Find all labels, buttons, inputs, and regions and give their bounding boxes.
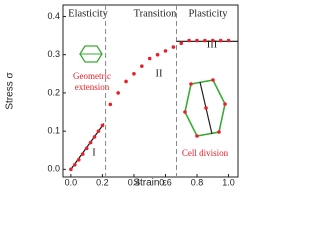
- point: [84, 146, 89, 151]
- chart: Stress σ Strain ε Elasticity Transition …: [5, 4, 239, 189]
- icons: [79, 45, 227, 138]
- point: [187, 38, 191, 43]
- x-tick-label: 1.0: [222, 177, 235, 187]
- annotation: Cell division: [182, 148, 229, 158]
- y-tick-label: 0.3: [47, 49, 60, 59]
- x-axis-title: Strain ε: [133, 178, 167, 189]
- point: [132, 72, 136, 76]
- point: [108, 102, 113, 107]
- y-tick-label: 0.0: [47, 164, 60, 174]
- point: [195, 38, 199, 43]
- plot-frame: [62, 4, 239, 178]
- point: [140, 64, 144, 68]
- region-number: II: [156, 68, 163, 79]
- point: [100, 123, 105, 128]
- x-tick-label: 0.0: [65, 177, 78, 187]
- y-tick-label: 0.1: [47, 126, 60, 136]
- annotation: Geometric: [73, 71, 111, 81]
- y-axis-title: Stress σ: [5, 72, 16, 110]
- region-number: III: [207, 39, 218, 50]
- region-number: I: [92, 147, 96, 158]
- x-tick-label: 0.6: [159, 177, 172, 187]
- point: [116, 91, 120, 95]
- point: [226, 38, 231, 43]
- point: [69, 167, 73, 172]
- x-tick-label: 0.4: [128, 177, 141, 187]
- point: [203, 38, 207, 43]
- point: [80, 152, 85, 156]
- point: [92, 135, 97, 139]
- region-label: Elasticity: [68, 8, 108, 19]
- point: [163, 49, 168, 53]
- point: [73, 162, 77, 167]
- point: [88, 140, 93, 145]
- region-label: Transition: [134, 8, 178, 19]
- point: [210, 38, 215, 43]
- region-label: Plasticity: [188, 8, 228, 19]
- y-tick-label: 0.4: [47, 11, 60, 21]
- x-tick-label: 0.2: [96, 177, 109, 187]
- x-tick-label: 0.8: [191, 177, 204, 187]
- point: [124, 79, 128, 84]
- point: [171, 45, 176, 49]
- point: [147, 56, 152, 61]
- point: [179, 41, 184, 46]
- point: [76, 158, 81, 162]
- point: [155, 52, 160, 57]
- point: [96, 129, 101, 133]
- point: [218, 38, 223, 43]
- annotation: extension: [75, 82, 110, 92]
- y-tick-label: 0.2: [47, 87, 60, 97]
- cell-dots: [183, 78, 227, 138]
